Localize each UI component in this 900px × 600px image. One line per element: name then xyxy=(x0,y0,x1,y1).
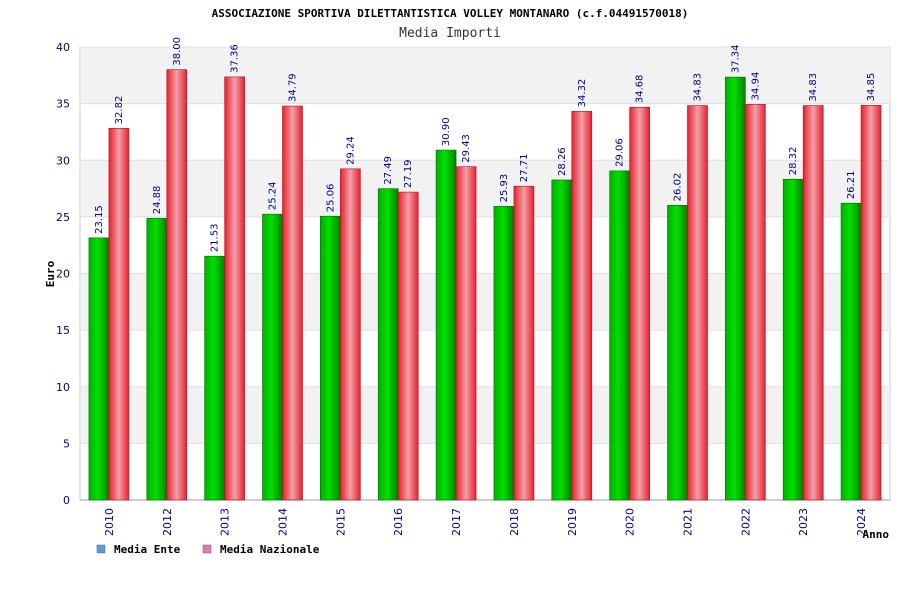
bar-media-nazionale xyxy=(513,185,535,501)
bar-media-nazionale xyxy=(282,105,303,501)
bar-media-ente xyxy=(782,178,804,501)
x-tick-label: 2024 xyxy=(855,508,868,536)
x-tick-label: 2016 xyxy=(392,508,405,536)
bar-media-nazionale xyxy=(802,105,824,501)
bar-label-media-nazionale: 34.94 xyxy=(750,72,761,101)
bar-label-media-ente: 37.34 xyxy=(730,44,741,73)
bar-label-media-nazionale: 34.68 xyxy=(635,75,646,104)
x-tick-label: 2018 xyxy=(508,508,521,536)
x-tick-label: 2013 xyxy=(219,508,232,536)
y-tick-label: 35 xyxy=(56,98,70,111)
x-tick-label: 2017 xyxy=(450,508,463,536)
bar-label-media-nazionale: 37.36 xyxy=(230,44,241,73)
legend-label: Media Ente xyxy=(114,543,181,556)
legend: Media Ente Media Nazionale xyxy=(96,543,320,556)
y-tick-label: 40 xyxy=(56,41,70,54)
bar-media-ente xyxy=(667,205,688,501)
y-tick-label: 0 xyxy=(63,494,70,507)
bar-label-media-nazionale: 32.82 xyxy=(114,96,125,125)
x-tick-label: 2010 xyxy=(103,508,116,536)
bar-media-ente xyxy=(377,188,399,501)
bars-group xyxy=(88,69,882,501)
bar-label-media-ente: 25.24 xyxy=(268,182,279,211)
y-axis-label: Euro xyxy=(44,260,57,287)
chart-subtitle: Media Importi xyxy=(399,26,501,41)
legend-label: Media Nazionale xyxy=(220,543,320,556)
bar-label-media-nazionale: 38.00 xyxy=(172,37,183,66)
bar-media-nazionale xyxy=(629,106,650,501)
bar-label-media-nazionale: 27.71 xyxy=(519,154,530,183)
bar-label-media-ente: 28.32 xyxy=(788,147,799,176)
legend-swatch xyxy=(202,544,212,554)
bar-media-nazionale xyxy=(224,76,245,501)
x-tick-label: 2012 xyxy=(161,508,174,536)
x-axis-ticks: 2010 2012 2013 2014 2015 2016 2017 2018 2019 2020… xyxy=(103,508,868,536)
bar-media-ente xyxy=(609,170,630,501)
bar-media-ente xyxy=(551,179,573,501)
bar-label-media-nazionale: 34.32 xyxy=(577,79,588,108)
x-tick-label: 2014 xyxy=(277,508,290,536)
bar-label-media-nazionale: 34.85 xyxy=(866,73,877,102)
y-tick-label: 15 xyxy=(56,324,70,337)
bar-label-media-ente: 30.90 xyxy=(441,117,452,146)
grid-band xyxy=(81,386,890,444)
bar-label-media-nazionale: 29.43 xyxy=(461,134,472,163)
bar-label-media-ente: 23.15 xyxy=(94,205,105,234)
bar-label-media-nazionale: 34.79 xyxy=(288,73,299,102)
bar-media-nazionale xyxy=(745,104,766,501)
grid-band xyxy=(81,47,890,104)
bar-media-ente xyxy=(146,217,168,501)
chart-title: ASSOCIAZIONE SPORTIVA DILETTANTISTICA VO… xyxy=(212,7,689,20)
bar-media-ente xyxy=(204,255,225,501)
bar-label-media-ente: 28.26 xyxy=(557,147,568,176)
bar-label-media-ente: 26.21 xyxy=(846,171,857,200)
y-axis-ticks: 0 5 10 15 20 25 30 35 40 xyxy=(56,41,70,507)
y-tick-label: 5 xyxy=(63,437,70,450)
bar-media-nazionale xyxy=(166,69,188,501)
x-tick-label: 2021 xyxy=(682,508,695,536)
bar-media-nazionale xyxy=(340,168,361,501)
grid-band xyxy=(81,160,890,217)
x-tick-label: 2015 xyxy=(334,508,347,536)
bar-label-media-ente: 26.02 xyxy=(673,173,684,202)
x-tick-label: 2023 xyxy=(797,508,810,536)
bar-media-ente xyxy=(840,202,862,501)
bar-label-media-ente: 21.53 xyxy=(210,224,221,253)
bar-label-media-ente: 24.88 xyxy=(152,186,163,215)
bar-media-nazionale xyxy=(397,191,419,501)
x-tick-label: 2019 xyxy=(566,508,579,536)
bar-label-media-nazionale: 29.24 xyxy=(345,136,356,165)
bar-media-ente xyxy=(320,215,341,501)
grid-band xyxy=(81,273,890,331)
bar-label-media-nazionale: 27.19 xyxy=(403,159,414,188)
bar-label-media-ente: 25.06 xyxy=(325,184,336,213)
x-axis-label: Anno xyxy=(863,528,890,541)
x-tick-label: 2020 xyxy=(624,508,637,536)
bar-label-media-ente: 25.93 xyxy=(499,174,510,203)
bar-media-nazionale xyxy=(860,105,882,501)
legend-item: Media Nazionale xyxy=(202,543,320,556)
legend-swatch xyxy=(96,544,106,554)
bar-media-ente xyxy=(262,213,283,501)
y-tick-label: 10 xyxy=(56,381,70,394)
bar-label-media-nazionale: 34.83 xyxy=(808,73,819,102)
bar-label-media-ente: 27.49 xyxy=(383,156,394,185)
legend-item: Media Ente xyxy=(96,543,181,556)
bar-media-ente xyxy=(493,206,515,501)
bar-media-ente xyxy=(435,149,457,501)
x-tick-label: 2022 xyxy=(739,508,752,536)
y-tick-label: 30 xyxy=(56,154,70,167)
bar-label-media-nazionale: 34.83 xyxy=(693,73,704,102)
bar-media-nazionale xyxy=(108,128,130,501)
bar-media-nazionale xyxy=(687,105,708,501)
bar-labels-group: 23.15 32.82 24.88 38.00 21.53 37.36 25.24 34.79… xyxy=(94,37,877,252)
bar-media-ente xyxy=(88,237,110,501)
bar-media-ente xyxy=(725,76,746,501)
bar-media-nazionale xyxy=(571,111,593,501)
y-tick-label: 25 xyxy=(56,211,70,224)
y-tick-label: 20 xyxy=(56,268,70,281)
bar-media-nazionale xyxy=(455,166,477,501)
bar-label-media-ente: 29.06 xyxy=(615,138,626,167)
